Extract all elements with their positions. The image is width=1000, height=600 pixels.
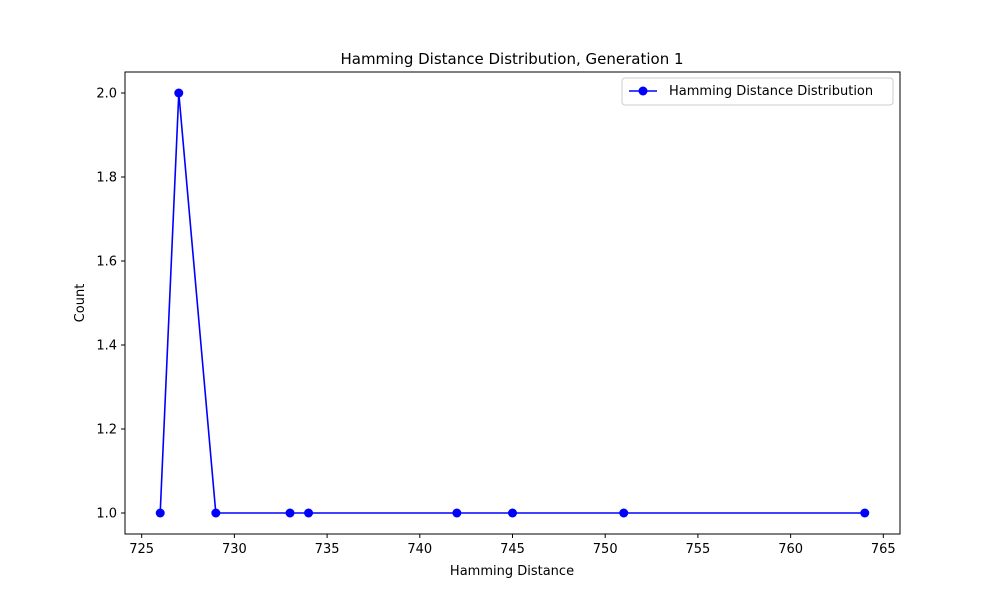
x-tick-label: 755 bbox=[685, 542, 710, 557]
x-tick-label: 760 bbox=[778, 542, 803, 557]
data-point bbox=[452, 508, 462, 518]
y-tick-label: 2.0 bbox=[96, 87, 117, 102]
x-tick-label: 745 bbox=[500, 542, 525, 557]
x-tick-label: 740 bbox=[407, 542, 432, 557]
y-tick-label: 1.4 bbox=[96, 339, 117, 354]
y-tick-label: 1.0 bbox=[96, 507, 117, 522]
data-point bbox=[211, 508, 221, 518]
y-axis-label: Count bbox=[73, 284, 88, 323]
data-point bbox=[174, 88, 184, 98]
data-point bbox=[508, 508, 517, 518]
series-line bbox=[159, 92, 865, 514]
data-point bbox=[304, 508, 314, 518]
legend-box bbox=[621, 77, 894, 106]
data-point bbox=[619, 508, 629, 518]
axes-frame bbox=[124, 71, 901, 535]
x-tick-label: 765 bbox=[871, 542, 896, 557]
data-point bbox=[155, 508, 165, 518]
x-tick-label: 735 bbox=[315, 542, 340, 557]
chart-title: Hamming Distance Distribution, Generatio… bbox=[340, 50, 683, 68]
y-tick-label: 1.6 bbox=[96, 255, 117, 270]
legend: Hamming Distance Distribution bbox=[621, 77, 894, 106]
legend-marker-swatch bbox=[638, 86, 648, 96]
y-tick-label: 1.8 bbox=[96, 171, 117, 186]
x-tick-label: 750 bbox=[593, 542, 618, 557]
data-point bbox=[860, 508, 870, 518]
y-tick-label: 1.2 bbox=[96, 423, 117, 438]
x-tick-label: 730 bbox=[222, 542, 247, 557]
x-tick-label: 725 bbox=[129, 542, 154, 557]
x-axis-label: Hamming Distance bbox=[450, 564, 574, 579]
legend-label: Hamming Distance Distribution bbox=[669, 84, 873, 99]
data-point bbox=[285, 508, 295, 518]
plot-area: 725 730 735 740 745 750 755 760 765 1.0 1.2 1.4 1.6 1… bbox=[96, 71, 901, 557]
